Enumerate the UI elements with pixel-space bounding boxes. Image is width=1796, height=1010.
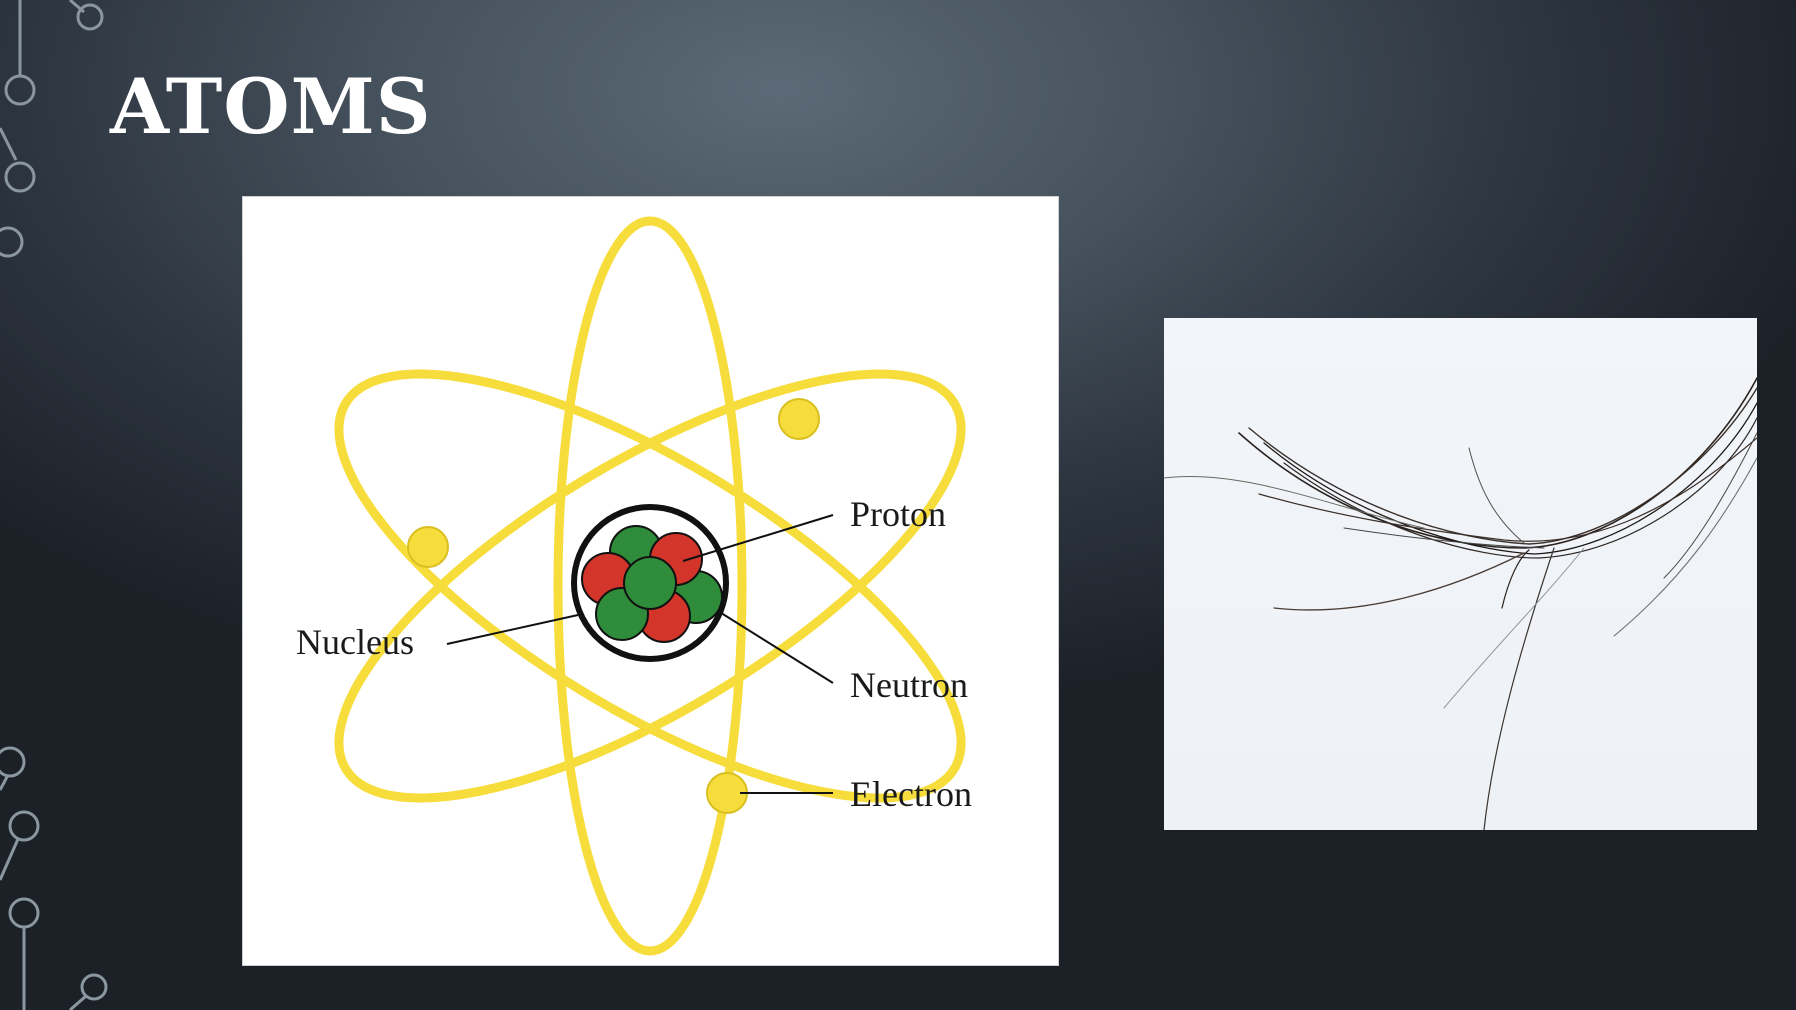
label-proton: Proton <box>850 494 946 534</box>
proton-leader <box>682 514 834 562</box>
neutron-leader <box>717 610 834 684</box>
label-nucleus: Nucleus <box>296 622 414 662</box>
orbit-tilted-left <box>334 369 966 803</box>
label-electron: Electron <box>850 774 972 814</box>
slide-title: ATOMS <box>110 62 432 151</box>
orbit-tilted-right <box>334 369 966 803</box>
label-neutron: Neutron <box>850 665 968 705</box>
electron-left <box>407 526 449 568</box>
orbit-vertical <box>553 216 747 956</box>
neutron-particle <box>623 556 677 610</box>
circuit-decoration <box>0 0 108 1010</box>
nucleus-leader <box>446 614 579 645</box>
atom-diagram: Proton Nucleus Neutron Electron <box>242 196 1059 966</box>
hair-strands-drawing <box>1164 377 1757 830</box>
atom-diagram-svg: Proton Nucleus Neutron Electron <box>296 216 972 956</box>
electron-top-right <box>778 398 820 440</box>
hair-strands-image <box>1164 318 1757 830</box>
nucleus-ring <box>571 504 729 662</box>
